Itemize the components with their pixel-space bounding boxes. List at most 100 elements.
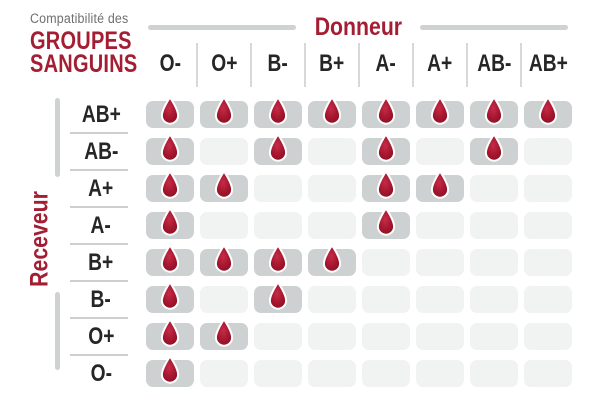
cell-A+-from-A+ [416, 170, 464, 202]
column-headers: O- O+ B- B+ A- A+ AB- AB+ [146, 43, 572, 87]
cell-O+-from-A+ [416, 323, 464, 350]
column-header-b-pos: B+ [304, 43, 356, 87]
cell-O--from-B- [254, 360, 302, 387]
cell-B--from-B- [254, 281, 302, 313]
cell-O+-from-O+ [200, 318, 248, 350]
donor-axis-label: Donneur [314, 12, 402, 41]
row-header-b-neg: B- [70, 286, 132, 319]
cell-B+-from-B+ [308, 244, 356, 276]
cell-B--from-AB+ [524, 286, 572, 313]
column-header-o-pos: O+ [196, 43, 248, 87]
blood-drop-icon [376, 133, 396, 162]
cell-A+-from-AB- [470, 175, 518, 202]
receiver-axis-label: Receveur [25, 191, 54, 287]
column-header-o-neg: O- [159, 50, 181, 77]
cell-B--from-B+ [308, 286, 356, 313]
cell-B--from-A+ [416, 286, 464, 313]
donor-axis-header: Donneur [148, 13, 568, 41]
cell-B+-from-A+ [416, 249, 464, 276]
cell-O--from-A+ [416, 360, 464, 387]
blood-drop-icon [160, 133, 180, 162]
cell-B--from-AB- [470, 286, 518, 313]
cell-AB+-from-A+ [416, 96, 464, 128]
cell-A--from-B+ [308, 212, 356, 239]
cell-A+-from-A- [362, 170, 410, 202]
row-header-b-pos: B+ [70, 249, 132, 282]
cell-O+-from-O- [146, 318, 194, 350]
cell-AB--from-B- [254, 133, 302, 165]
blood-drop-icon [484, 133, 504, 162]
title-line-groupes: GROUPES [30, 27, 132, 55]
cell-A+-from-B- [254, 175, 302, 202]
row-header-a-pos: A+ [70, 175, 132, 208]
page-title: Compatibilité des GROUPES SANGUINS [30, 11, 164, 78]
cell-B--from-O+ [200, 286, 248, 313]
row-headers: AB+ AB- A+ A- B+ B- O+ O- [70, 101, 132, 387]
blood-drop-icon [322, 244, 342, 273]
blood-drop-icon [214, 170, 234, 199]
cell-AB+-from-B- [254, 96, 302, 128]
blood-drop-icon [430, 96, 450, 125]
cell-A--from-O+ [200, 212, 248, 239]
cell-B--from-O- [146, 281, 194, 313]
blood-drop-icon [268, 244, 288, 273]
blood-drop-icon [160, 318, 180, 347]
blood-drop-icon [160, 244, 180, 273]
blood-drop-icon [160, 355, 180, 384]
receiver-axis-bar-bottom [55, 292, 60, 370]
cell-B+-from-AB+ [524, 249, 572, 276]
cell-O--from-AB+ [524, 360, 572, 387]
blood-drop-icon [160, 96, 180, 125]
row-header-o-pos: O+ [70, 323, 132, 356]
cell-AB--from-O+ [200, 138, 248, 165]
cell-O--from-B+ [308, 360, 356, 387]
blood-drop-icon [160, 170, 180, 199]
blood-drop-icon [268, 281, 288, 310]
compatibility-grid [146, 96, 572, 387]
blood-drop-icon [268, 96, 288, 125]
cell-B+-from-AB- [470, 249, 518, 276]
cell-AB--from-B+ [308, 138, 356, 165]
column-header-b-neg: B- [250, 43, 302, 87]
cell-A--from-A- [362, 207, 410, 239]
cell-AB--from-O- [146, 133, 194, 165]
blood-drop-icon [538, 96, 558, 125]
column-header-a-neg: A- [358, 43, 410, 87]
cell-A--from-A+ [416, 212, 464, 239]
cell-O+-from-AB+ [524, 323, 572, 350]
cell-O--from-O+ [200, 360, 248, 387]
cell-B+-from-B- [254, 244, 302, 276]
cell-A--from-AB+ [524, 212, 572, 239]
cell-AB+-from-O- [146, 96, 194, 128]
column-header-ab-neg: AB- [466, 43, 518, 87]
blood-drop-icon [214, 244, 234, 273]
cell-AB+-from-A- [362, 96, 410, 128]
cell-AB--from-AB+ [524, 138, 572, 165]
cell-AB+-from-B+ [308, 96, 356, 128]
blood-drop-icon [160, 281, 180, 310]
donor-axis-bar-left [148, 24, 296, 30]
blood-drop-icon [376, 96, 396, 125]
cell-A+-from-B+ [308, 175, 356, 202]
cell-AB+-from-AB- [470, 96, 518, 128]
cell-O--from-AB- [470, 360, 518, 387]
cell-O+-from-B+ [308, 323, 356, 350]
cell-A--from-B- [254, 212, 302, 239]
cell-B--from-A- [362, 286, 410, 313]
blood-drop-icon [322, 96, 342, 125]
cell-AB--from-AB- [470, 133, 518, 165]
cell-O--from-O- [146, 355, 194, 387]
cell-B+-from-O- [146, 244, 194, 276]
cell-B+-from-A- [362, 249, 410, 276]
cell-O--from-A- [362, 360, 410, 387]
blood-drop-icon [376, 170, 396, 199]
cell-AB+-from-O+ [200, 96, 248, 128]
cell-O+-from-AB- [470, 323, 518, 350]
cell-O+-from-A- [362, 323, 410, 350]
cell-AB--from-A- [362, 133, 410, 165]
row-header-a-neg: A- [70, 212, 132, 245]
cell-O+-from-B- [254, 323, 302, 350]
title-line-sanguins: SANGUINS [30, 50, 138, 78]
column-header-a-pos: A+ [412, 43, 464, 87]
